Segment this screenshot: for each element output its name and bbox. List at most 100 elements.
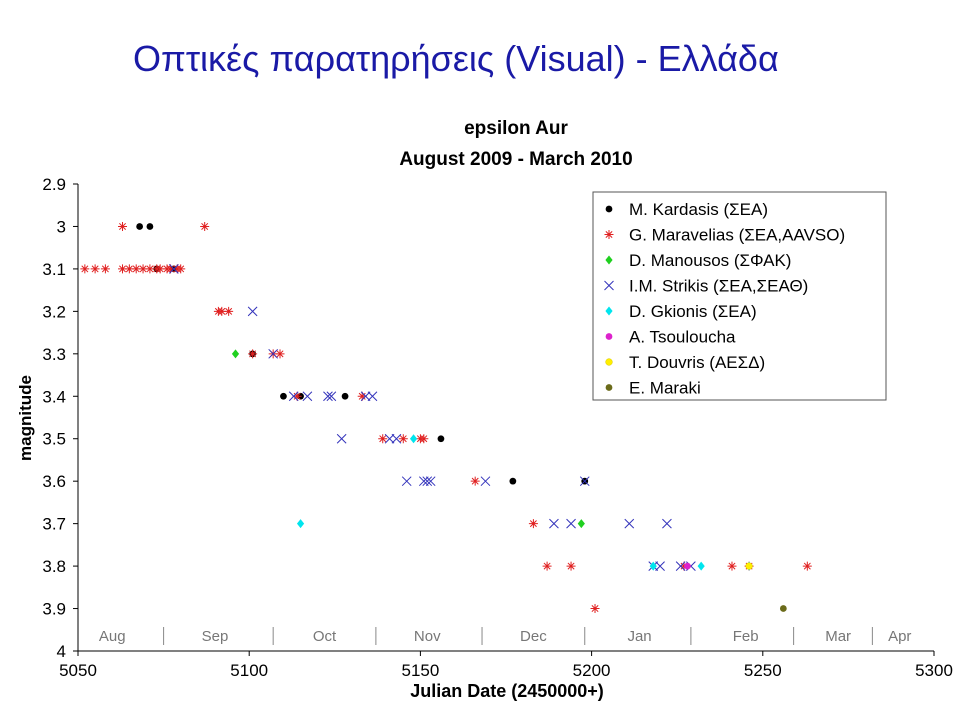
series-7: [745, 562, 753, 570]
y-tick-label: 4: [57, 642, 66, 661]
legend-marker: [604, 230, 614, 239]
legend-label: G. Maravelias (ΣΕΑ,AAVSO): [629, 226, 845, 245]
y-tick-label: 2.9: [42, 175, 66, 194]
data-point: [398, 434, 408, 444]
data-point: [655, 561, 665, 571]
data-point: [649, 561, 657, 571]
y-tick-label: 3.6: [42, 472, 66, 491]
data-point: [341, 392, 349, 400]
y-tick-label: 3.4: [42, 387, 66, 406]
legend-marker: [605, 358, 613, 366]
legend-label: D. Manousos (ΣΦΑΚ): [629, 251, 791, 270]
data-point: [509, 477, 517, 485]
data-point: [224, 306, 234, 316]
data-point: [323, 391, 333, 402]
data-point: [292, 391, 302, 401]
data-point: [360, 391, 371, 402]
data-point: [288, 391, 299, 402]
data-point: [80, 264, 90, 274]
y-tick-label: 3: [57, 217, 66, 236]
data-point: [176, 264, 186, 274]
data-point: [590, 604, 600, 614]
data-point: [275, 349, 285, 359]
data-point: [145, 264, 155, 274]
data-point: [418, 476, 429, 487]
data-point: [675, 561, 686, 571]
x-tick-label: 5100: [230, 661, 268, 680]
data-point: [542, 561, 552, 571]
legend-label: D. Gkionis (ΣΕΑ): [629, 302, 757, 321]
legend-label: A. Tsouloucha: [629, 328, 736, 347]
series-8: [779, 605, 787, 612]
data-point: [425, 476, 436, 487]
data-point: [470, 476, 480, 486]
data-point: [268, 348, 279, 359]
data-point: [118, 264, 128, 274]
month-band: Aug Sep Oct Nov Dec Jan Feb Mar Apr: [99, 627, 911, 645]
data-point: [200, 221, 210, 231]
month-label: Jan: [627, 628, 651, 645]
series-4: [169, 264, 696, 571]
data-point: [336, 433, 347, 444]
data-point: [155, 264, 165, 274]
month-label: Feb: [733, 628, 759, 645]
x-tick-label: 5250: [744, 661, 782, 680]
data-point: [367, 391, 378, 402]
data-point: [118, 221, 128, 231]
data-point: [480, 476, 491, 487]
y-axis-label: magnitude: [16, 375, 35, 461]
legend-label: M. Kardasis (ΣΕΑ): [629, 200, 768, 219]
data-point: [401, 476, 412, 487]
chart-subtitle: August 2009 - March 2010: [399, 149, 632, 170]
data-point: [231, 349, 240, 359]
x-tick-label: 5050: [59, 661, 97, 680]
month-label: Nov: [414, 628, 441, 645]
data-point: [566, 518, 576, 529]
data-point: [131, 264, 141, 274]
data-point: [802, 561, 812, 571]
data-point: [100, 264, 110, 274]
x-axis-label: Julian Date (2450000+): [410, 681, 604, 701]
data-point: [697, 561, 705, 571]
legend-marker: [605, 255, 613, 265]
legend-marker: [605, 384, 613, 391]
legend-label: T. Douvris (ΑΕΣΔ): [629, 353, 765, 372]
month-label: Oct: [313, 628, 337, 645]
data-point: [727, 561, 737, 571]
month-label: Apr: [888, 628, 911, 645]
month-label: Dec: [520, 628, 547, 645]
y-tick-label: 3.5: [42, 430, 66, 449]
data-point: [247, 306, 258, 317]
data-point: [296, 519, 305, 529]
legend-marker: [605, 306, 613, 316]
data-point: [528, 519, 538, 529]
slide-title: Οπτικές παρατηρήσεις (Visual) - Ελλάδα: [133, 38, 779, 79]
data-point: [779, 605, 787, 612]
y-tick-label: 3.1: [42, 260, 66, 279]
month-label: Aug: [99, 628, 126, 645]
x-tick-label: 5200: [573, 661, 611, 680]
data-point: [391, 433, 402, 444]
data-point: [679, 561, 689, 571]
data-point: [384, 433, 395, 444]
data-point: [422, 476, 433, 487]
data-point: [302, 391, 313, 402]
data-point: [577, 519, 585, 529]
legend-marker: [605, 333, 613, 340]
data-point: [280, 392, 287, 400]
data-point: [248, 349, 258, 359]
data-point: [169, 264, 179, 274]
data-point: [745, 562, 753, 570]
data-point: [357, 391, 367, 401]
data-point: [217, 306, 227, 316]
data-point: [378, 434, 388, 444]
data-point: [437, 435, 445, 443]
data-point: [138, 264, 148, 274]
y-tick-label: 3.9: [42, 600, 66, 619]
data-point: [409, 434, 418, 444]
y-tick-label: 3.8: [42, 557, 66, 576]
chart-title: epsilon Aur: [464, 118, 568, 139]
legend: M. Kardasis (ΣΕΑ) G. Maravelias (ΣΕΑ,AAVS…: [592, 191, 887, 401]
